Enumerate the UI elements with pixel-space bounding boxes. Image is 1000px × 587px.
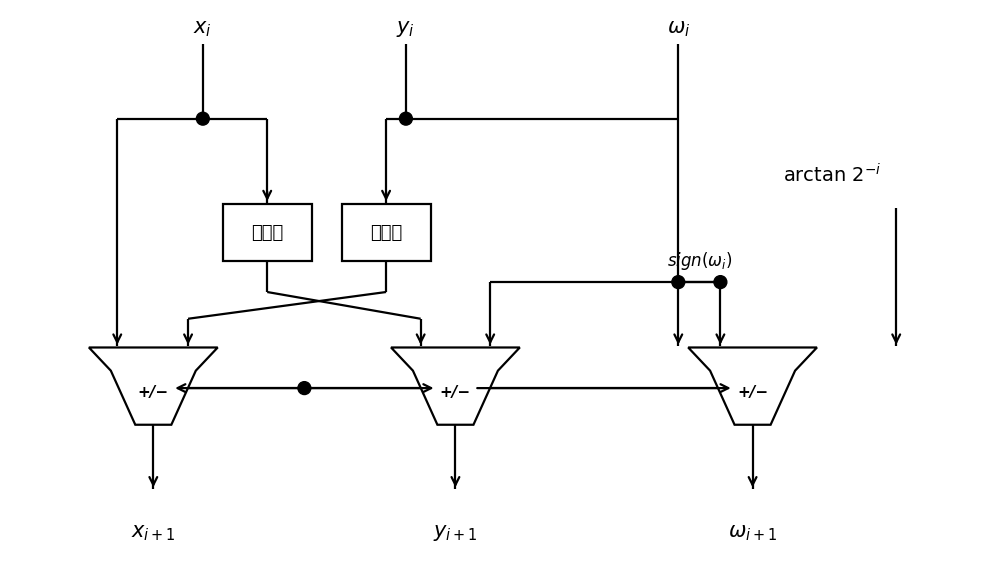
Bar — [223, 204, 312, 261]
Text: +/−: +/− — [440, 384, 471, 400]
Text: $sign(\omega_i)$: $sign(\omega_i)$ — [667, 250, 732, 272]
Text: $\omega_i$: $\omega_i$ — [667, 19, 690, 39]
Circle shape — [672, 276, 685, 289]
Circle shape — [714, 276, 727, 289]
Text: $y_{i+1}$: $y_{i+1}$ — [433, 522, 478, 543]
Polygon shape — [391, 348, 520, 425]
Circle shape — [196, 112, 209, 125]
Text: +/−: +/− — [138, 384, 169, 400]
Text: 移位器: 移位器 — [370, 224, 402, 242]
Text: $\omega_{i+1}$: $\omega_{i+1}$ — [728, 522, 777, 543]
Text: 移位器: 移位器 — [251, 224, 283, 242]
Circle shape — [298, 382, 311, 394]
Text: arctan $2^{-i}$: arctan $2^{-i}$ — [783, 163, 881, 186]
Circle shape — [399, 112, 412, 125]
Text: +/−: +/− — [737, 384, 768, 400]
Polygon shape — [89, 348, 218, 425]
Text: $y_i$: $y_i$ — [396, 19, 415, 39]
Text: $x_i$: $x_i$ — [193, 19, 212, 39]
Text: $x_{i+1}$: $x_{i+1}$ — [131, 522, 176, 543]
Bar — [342, 204, 431, 261]
Polygon shape — [688, 348, 817, 425]
